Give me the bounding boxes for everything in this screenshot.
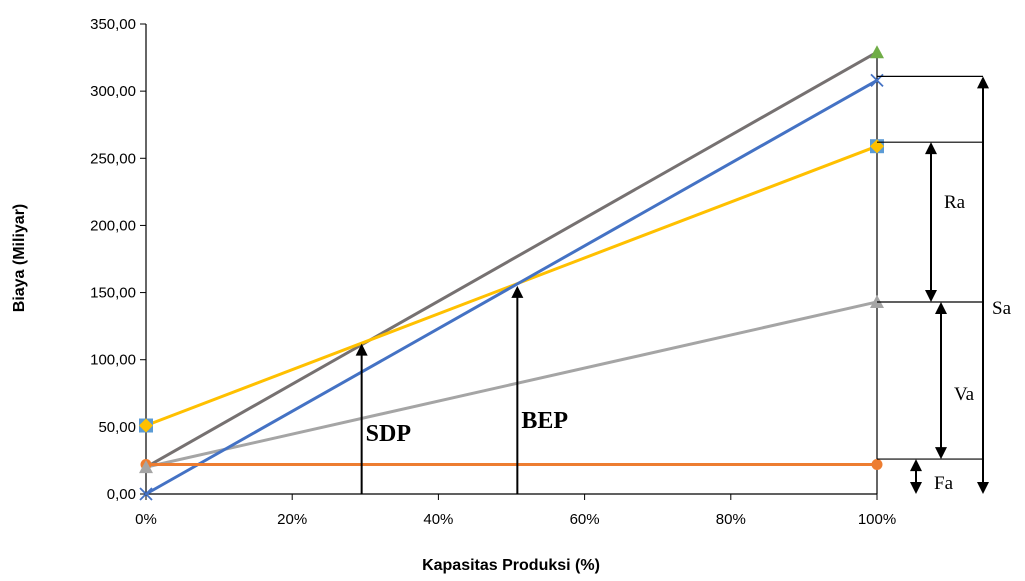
brackets: Ra Va Fa Sa bbox=[877, 75, 1012, 494]
y-tick-label: 150,00 bbox=[90, 285, 136, 302]
y-tick-label: 50,00 bbox=[98, 419, 136, 436]
x-tick-label: 60% bbox=[570, 511, 600, 528]
bracket-va-bottom bbox=[935, 447, 947, 460]
y-tick-label: 100,00 bbox=[90, 352, 136, 369]
arrow-sdp-head bbox=[355, 343, 368, 356]
x-tick-label: 20% bbox=[277, 511, 307, 528]
marker-diamond bbox=[139, 418, 153, 433]
bracket-sa-bottom bbox=[977, 482, 989, 494]
series-line-3 bbox=[145, 300, 878, 469]
marker-circle bbox=[871, 458, 883, 470]
y-tick-label: 250,00 bbox=[90, 150, 136, 167]
series-line-1 bbox=[145, 79, 878, 496]
x-tick-label: 80% bbox=[716, 511, 746, 528]
x-tick-label: 40% bbox=[423, 511, 453, 528]
bracket-va-top bbox=[935, 301, 947, 314]
y-tick-label: 300,00 bbox=[90, 83, 136, 100]
marker-x bbox=[139, 487, 153, 501]
annotation-sdp: SDP bbox=[366, 421, 411, 447]
bracket-ra-top bbox=[925, 142, 937, 155]
x-tick-label: 0% bbox=[135, 511, 157, 528]
y-tick-label: 200,00 bbox=[90, 217, 136, 234]
y-tick-label: 0,00 bbox=[107, 486, 136, 503]
bracket-fa-top bbox=[910, 459, 922, 472]
x-tick-label: 100% bbox=[858, 511, 896, 528]
x-tick-labels: 0% 20% 40% 60% 80% 100% bbox=[135, 511, 896, 528]
bracket-label-sa: Sa bbox=[992, 298, 1012, 319]
bracket-ra-bottom bbox=[925, 289, 937, 302]
y-tick-labels: 0,00 50,00 100,00 150,00 200,00 250,00 300,00 3… bbox=[90, 16, 136, 503]
series-markers bbox=[139, 45, 884, 501]
bracket-label-fa: Fa bbox=[934, 473, 954, 494]
bracket-sa-top bbox=[977, 76, 989, 89]
arrow-bep-head bbox=[511, 285, 524, 298]
bracket-fa-bottom bbox=[910, 482, 922, 494]
series-line-4 bbox=[145, 50, 878, 469]
series-lines bbox=[145, 50, 878, 496]
annotations: SDP BEP bbox=[355, 285, 568, 494]
x-axis-title: Kapasitas Produksi (%) bbox=[422, 557, 600, 574]
bracket-label-ra: Ra bbox=[944, 192, 966, 213]
y-tick-label: 350,00 bbox=[90, 16, 136, 33]
annotation-bep: BEP bbox=[521, 408, 568, 434]
y-axis-title: Biaya (Miliyar) bbox=[11, 204, 28, 312]
bracket-label-va: Va bbox=[954, 384, 975, 405]
marker-triangle bbox=[870, 45, 884, 59]
marker-triangle bbox=[139, 460, 153, 474]
